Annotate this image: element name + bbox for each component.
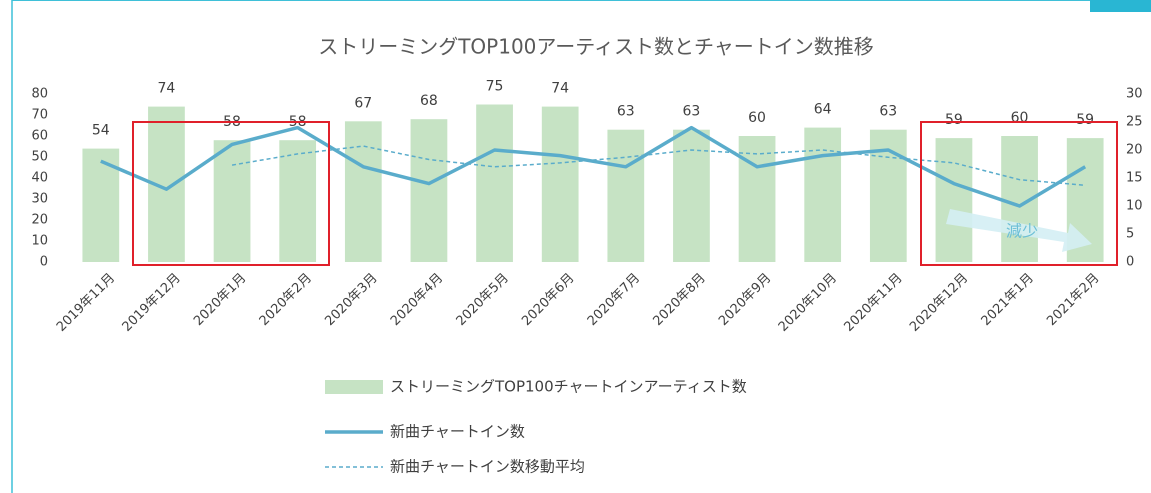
data-label: 59: [1076, 112, 1094, 128]
legend-label: ストリーミングTOP100チャートインアーティスト数: [390, 378, 747, 396]
bar: [935, 138, 973, 262]
y2-tick-label: 15: [1126, 171, 1143, 186]
annotation: 減少: [1006, 222, 1038, 241]
y2-tick-label: 0: [1126, 255, 1134, 270]
highlight-box: [920, 121, 1118, 266]
bar: [738, 136, 776, 262]
legend-label: 新曲チャートイン数移動平均: [390, 458, 585, 476]
trend-arrow: [946, 209, 1092, 252]
data-label: 60: [1011, 110, 1029, 126]
data-label: 63: [683, 104, 701, 120]
data-label: 54: [92, 123, 110, 139]
y-tick-label: 30: [31, 192, 48, 207]
data-label: 68: [420, 93, 438, 109]
y-tick-label: 80: [31, 87, 48, 102]
y-tick-label: 40: [31, 171, 48, 186]
data-label: 59: [945, 112, 963, 128]
bar: [476, 104, 513, 262]
data-label: 74: [551, 81, 569, 97]
y2-tick-label: 25: [1126, 115, 1143, 130]
highlight-box: [132, 121, 330, 266]
y-tick-label: 70: [31, 108, 48, 123]
y-tick-label: 10: [31, 234, 48, 249]
data-label: 74: [158, 81, 176, 97]
data-label: 67: [354, 95, 372, 111]
y2-tick-label: 10: [1126, 199, 1143, 214]
bar: [541, 106, 579, 262]
chart-title: ストリーミングTOP100アーティスト数とチャートイン数推移: [318, 35, 874, 59]
bar: [344, 121, 382, 262]
bar: [279, 140, 317, 262]
data-label: 75: [486, 79, 504, 95]
bar: [804, 127, 842, 262]
bar: [410, 119, 448, 262]
data-label: 63: [879, 104, 897, 120]
data-label: 64: [814, 102, 832, 118]
legend-swatch: [325, 380, 383, 394]
corner-tab: [1090, 0, 1151, 12]
y2-tick-label: 5: [1126, 227, 1134, 242]
bar: [607, 129, 645, 262]
data-label: 60: [748, 110, 766, 126]
y2-tick-label: 30: [1126, 87, 1143, 102]
y-tick-label: 0: [40, 255, 48, 270]
y-tick-label: 20: [31, 213, 48, 228]
y2-tick-label: 20: [1126, 143, 1143, 158]
y-tick-label: 60: [31, 129, 48, 144]
moving-average-line: [231, 145, 1086, 187]
legend-label: 新曲チャートイン数: [390, 423, 525, 441]
bar: [213, 140, 251, 262]
y-tick-label: 50: [31, 150, 48, 165]
data-label: 63: [617, 104, 635, 120]
